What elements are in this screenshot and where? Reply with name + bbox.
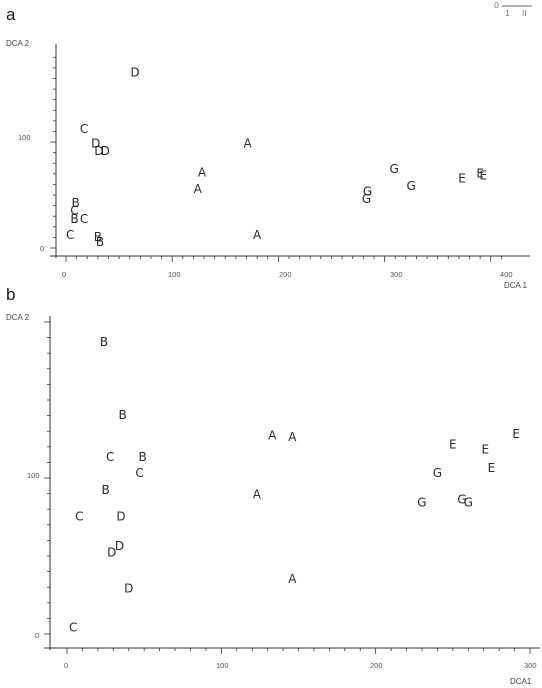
panel-b-ticks <box>44 321 531 654</box>
data-point-b-22: G <box>457 492 466 506</box>
data-point-a-11: B <box>70 212 78 226</box>
data-point-a-5: A <box>243 137 252 151</box>
data-point-b-21: G <box>417 495 426 509</box>
panel-a-xtick-300: 300 <box>390 270 403 279</box>
data-point-a-18: G <box>363 184 372 198</box>
data-point-a-9: B <box>71 196 79 210</box>
data-point-a-1: C <box>80 122 88 136</box>
panel-b-letter: b <box>6 285 15 304</box>
panel-b-xtick-200: 200 <box>370 661 383 670</box>
data-point-a-4: D <box>101 144 110 158</box>
data-point-b-8: A <box>253 488 262 502</box>
panel-a-xtick-0: 0 <box>62 270 66 279</box>
panel-b-xtick-0: 0 <box>64 661 68 670</box>
data-point-b-14: A <box>288 572 297 586</box>
data-point-a-3: D <box>94 144 103 158</box>
data-point-a-7: A <box>194 182 203 196</box>
data-point-a-21: E <box>476 166 484 180</box>
data-point-a-2: D <box>91 137 100 151</box>
data-point-b-4: C <box>106 450 114 464</box>
data-point-a-19: G <box>362 192 371 206</box>
panel-b-ytick-100: 100 <box>27 471 40 480</box>
data-point-b-15: C <box>69 620 77 634</box>
data-point-a-8: A <box>253 228 262 242</box>
data-point-b-11: D <box>115 539 124 553</box>
data-point-b-6: C <box>135 466 143 480</box>
panel-a-x-axis-title: DCA 1 <box>504 281 528 290</box>
data-point-b-20: G <box>433 466 442 480</box>
data-point-b-9: C <box>75 510 83 524</box>
corner-label-0: 0 <box>494 1 499 10</box>
panel-b-x-axis-title: DCA1 <box>510 677 532 686</box>
data-point-a-14: B <box>94 230 102 244</box>
data-point-b-5: B <box>139 450 147 464</box>
data-point-b-3: A <box>288 430 297 444</box>
panel-a-xtick-400: 400 <box>500 270 513 279</box>
panel-b-xtick-100: 100 <box>216 661 229 670</box>
data-point-a-6: A <box>198 165 207 179</box>
data-point-a-10: C <box>70 203 78 217</box>
corner-label-1: 1 <box>505 9 510 18</box>
data-point-b-12: D <box>107 545 116 559</box>
panel-b-y-axis-title: DCA 2 <box>6 313 30 322</box>
data-point-a-0: D <box>130 66 139 80</box>
panel-a-xtick-100: 100 <box>168 270 181 279</box>
data-point-b-23: G <box>464 495 473 509</box>
data-point-a-15: B <box>96 235 104 249</box>
data-point-b-19: E <box>488 461 496 475</box>
panel-a-ytick-0: 0 <box>40 244 44 253</box>
data-point-b-10: D <box>116 510 125 524</box>
panel-a-ytick-100: 100 <box>18 133 31 142</box>
data-point-b-0: B <box>100 335 108 349</box>
data-point-b-7: B <box>101 483 109 497</box>
corner-label-ii: II <box>522 9 527 18</box>
data-point-b-1: B <box>118 408 126 422</box>
data-point-a-17: G <box>406 179 415 193</box>
data-point-b-16: E <box>449 438 457 452</box>
data-point-b-2: A <box>268 428 277 442</box>
panel-a-ticks <box>50 56 502 262</box>
data-point-b-18: E <box>512 427 520 441</box>
data-point-a-13: C <box>66 228 74 242</box>
data-point-a-16: G <box>389 162 398 176</box>
data-point-a-20: E <box>458 172 466 186</box>
data-point-a-22: E <box>480 168 488 182</box>
data-point-b-13: D <box>124 581 133 595</box>
panel-b-ytick-0: 0 <box>35 631 39 640</box>
panel-a-y-axis-title: DCA 2 <box>6 39 30 48</box>
panel-a-xtick-200: 200 <box>279 270 292 279</box>
panel-b-xtick-300: 300 <box>524 661 537 670</box>
data-point-a-12: C <box>80 212 88 226</box>
panel-a-letter: a <box>6 5 16 24</box>
data-point-b-17: E <box>481 442 489 456</box>
